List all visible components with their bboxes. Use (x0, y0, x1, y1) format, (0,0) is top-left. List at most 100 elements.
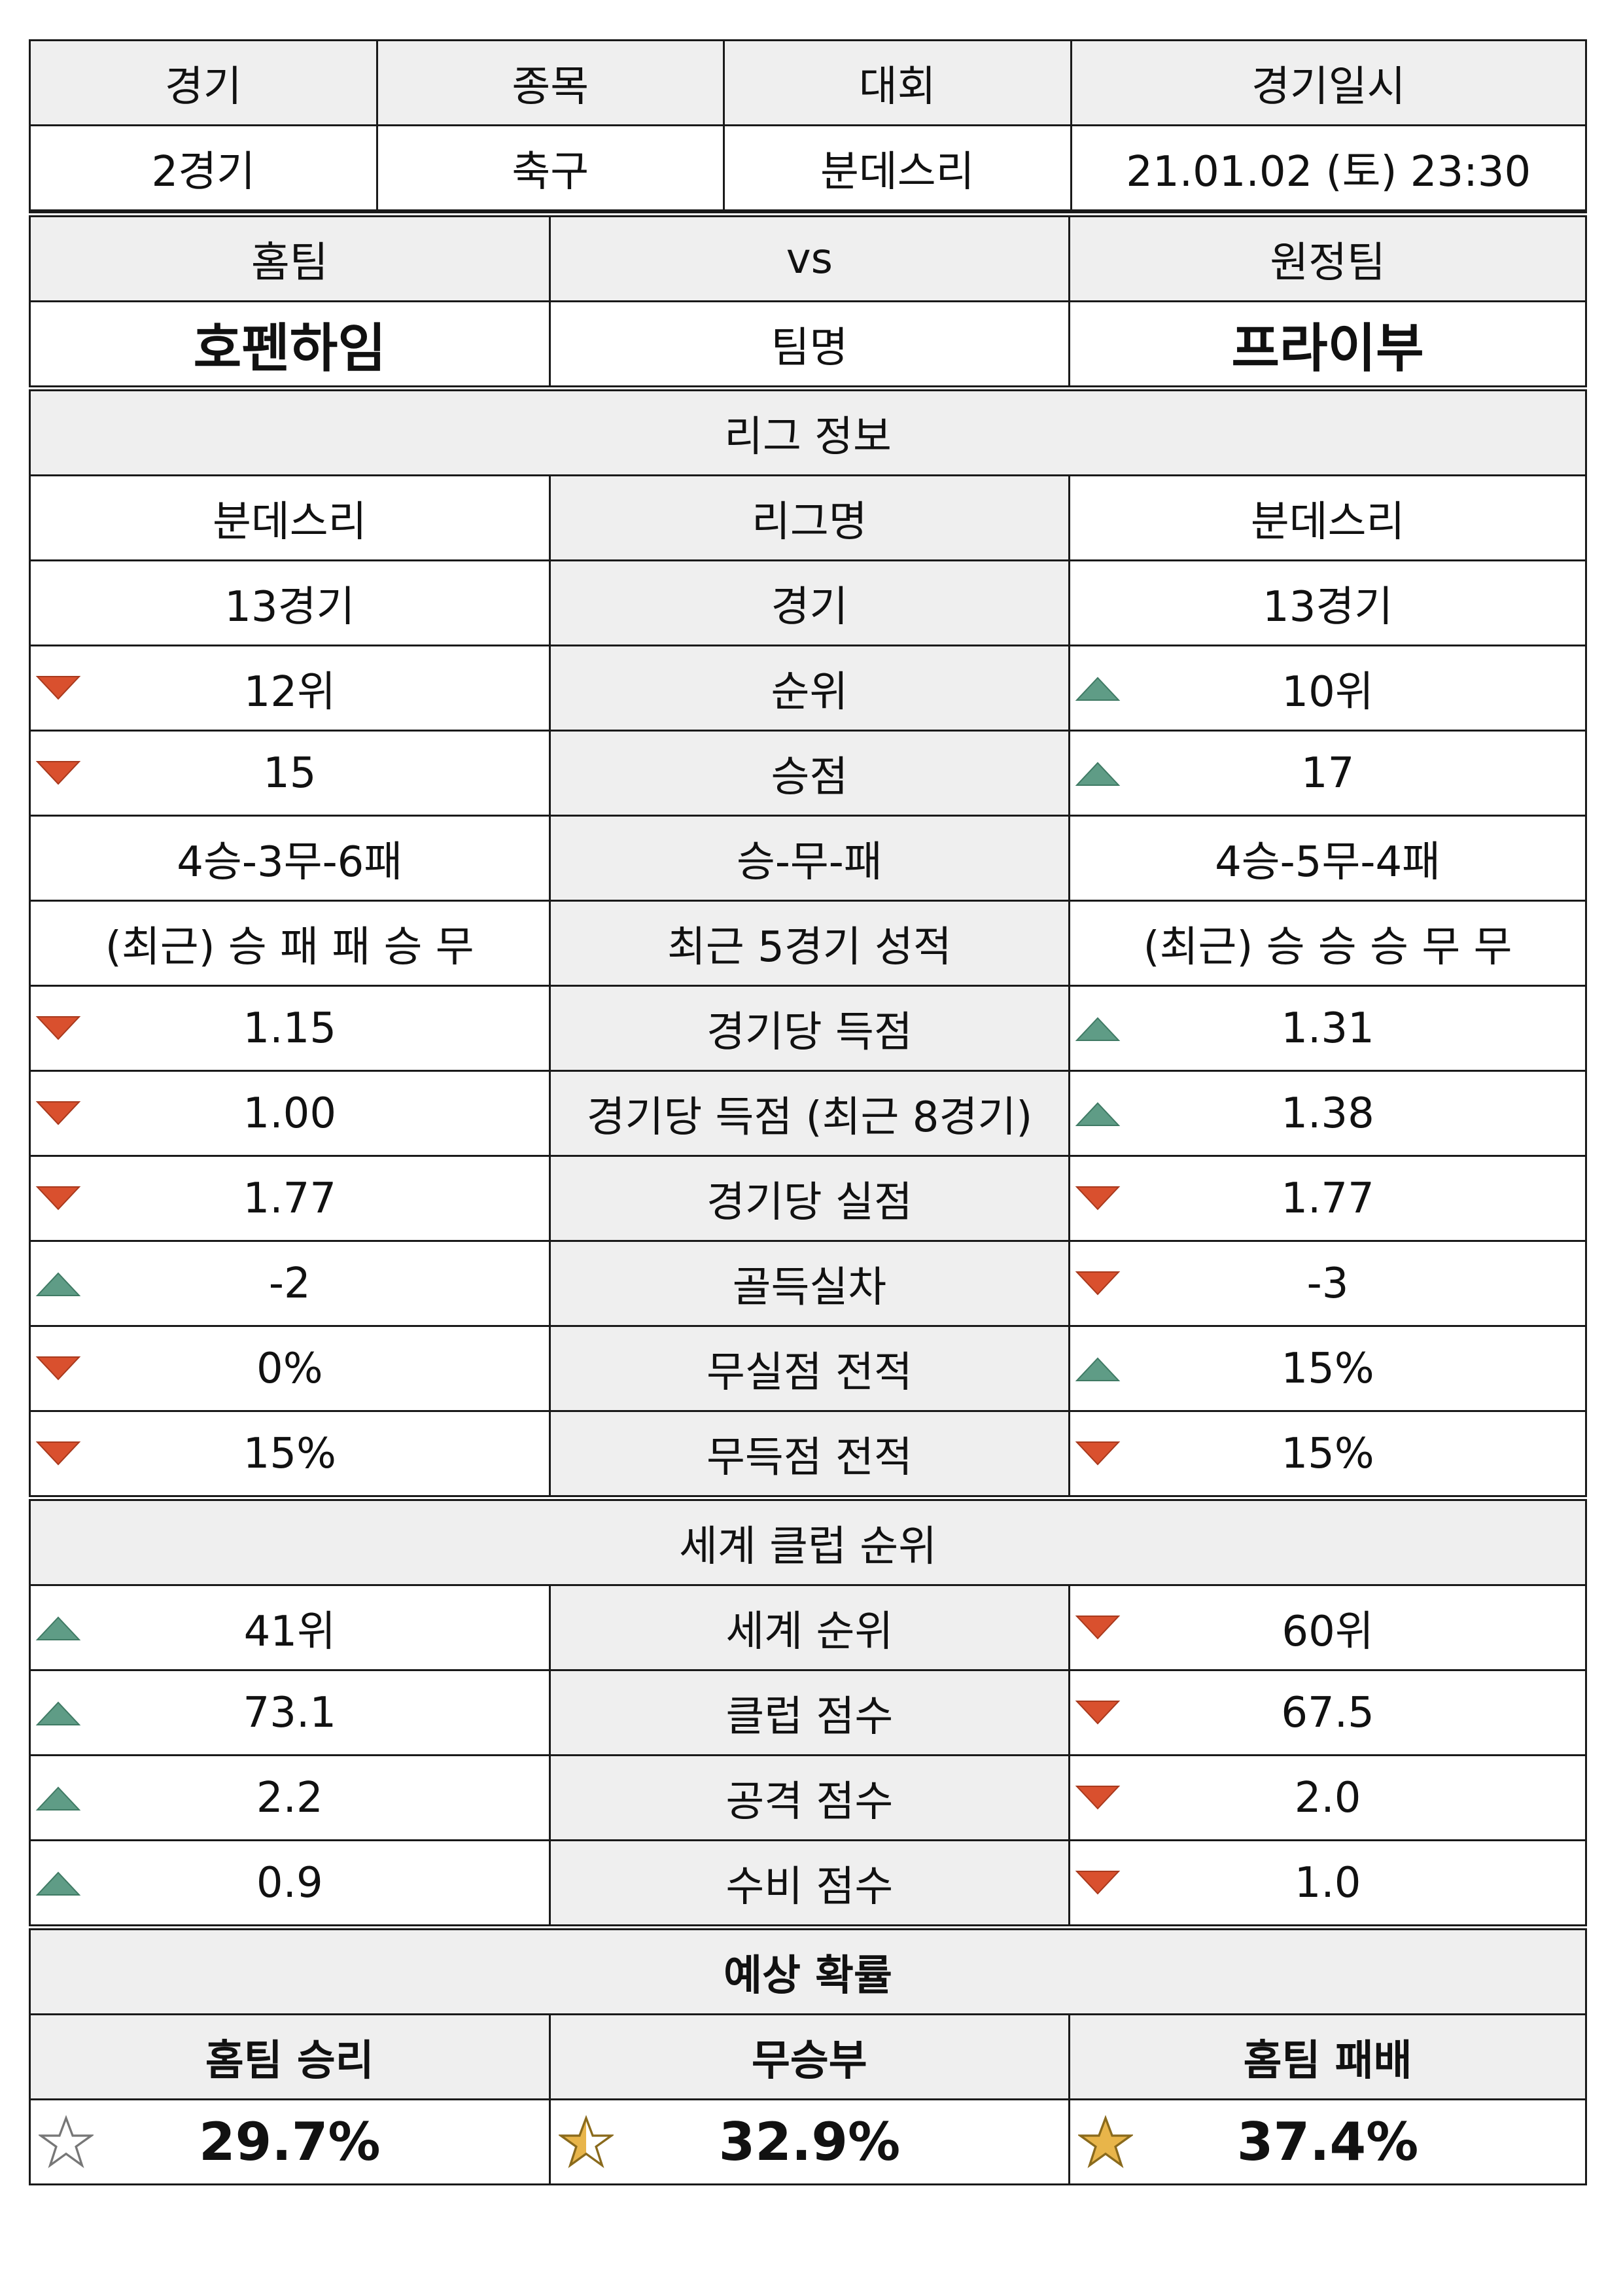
prediction-value-text: 29.7% (199, 2111, 381, 2172)
header-match: 경기 (29, 39, 378, 126)
league-row: 15% 무득점 전적 15% (29, 1410, 1587, 1499)
league-home-value-text: 분데스리 (213, 497, 367, 546)
league-home-value-text: 1.15 (243, 1004, 337, 1053)
league-label: 경기당 실점 (548, 1155, 1071, 1242)
world-home-value-text: 73.1 (243, 1688, 337, 1737)
prediction-label-row: 홈팀 승리 무승부 홈팀 패배 (29, 2013, 1587, 2100)
value-datetime: 21.01.02 (토) 23:30 (1070, 124, 1588, 211)
league-away-value-text: (최근) 승 승 승 무 무 (1143, 923, 1512, 972)
league-row: -2 골득실차 -3 (29, 1240, 1587, 1327)
league-label-text: 리그명 (752, 497, 867, 546)
league-away-value: 1.31 (1068, 985, 1587, 1072)
match-info-header-row: 경기 종목 대회 경기일시 (29, 39, 1588, 126)
league-label: 경기당 득점 (최근 8경기) (548, 1070, 1071, 1157)
world-section-row: 세계 클럽 순위 (29, 1495, 1587, 1586)
world-home-value-text: 2.2 (256, 1773, 323, 1822)
league-label: 골득실차 (548, 1240, 1071, 1327)
league-row: 4승-3무-6패 승-무-패 4승-5무-4패 (29, 815, 1587, 902)
league-home-value: 1.00 (29, 1070, 551, 1157)
league-away-value-text: 15% (1281, 1344, 1374, 1393)
world-away-value: 67.5 (1068, 1669, 1587, 1756)
team-name-row: 호펜하임 팀명 프라이부 (29, 300, 1587, 389)
league-label-text: 경기당 실점 (706, 1178, 913, 1227)
triangle-down-icon (35, 675, 81, 699)
league-label-text: 승-무-패 (736, 838, 882, 887)
triangle-up-icon (1075, 1102, 1121, 1126)
league-label: 승-무-패 (548, 815, 1071, 902)
home-team-name: 호펜하임 (29, 300, 551, 389)
league-away-value: 4승-5무-4패 (1068, 815, 1587, 902)
league-home-value: 분데스리 (29, 474, 551, 561)
world-label: 클럽 점수 (548, 1669, 1071, 1756)
empty-star-icon (39, 2114, 94, 2168)
league-away-value: 1.38 (1068, 1070, 1587, 1157)
world-home-value: 0.9 (29, 1839, 551, 1928)
league-row: 13경기 경기 13경기 (29, 559, 1587, 646)
league-label: 무실점 전적 (548, 1325, 1071, 1412)
world-away-value-text: 2.0 (1294, 1773, 1361, 1822)
triangle-up-icon (1075, 762, 1121, 786)
league-home-value-text: -2 (268, 1259, 311, 1308)
prediction-value-text: 37.4% (1236, 2111, 1419, 2172)
triangle-down-icon (35, 760, 81, 785)
triangle-down-icon (1075, 1700, 1121, 1724)
world-home-value-text: 0.9 (256, 1858, 323, 1907)
league-label: 최근 5경기 성적 (548, 900, 1071, 987)
league-home-value-text: 15% (243, 1429, 336, 1478)
vs-label: vs (548, 211, 1071, 302)
prediction-value-row: 29.7% 32.9% 37.4% (29, 2098, 1587, 2185)
league-away-value-text: 10위 (1282, 667, 1374, 716)
league-home-value-text: 15 (263, 749, 317, 798)
league-home-value: (최근) 승 패 패 승 무 (29, 900, 551, 987)
league-away-value: 17 (1068, 730, 1587, 817)
world-label-text: 공격 점수 (725, 1777, 894, 1826)
triangle-up-icon (35, 1272, 81, 1296)
league-label-text: 경기 (771, 582, 848, 631)
match-sheet: 경기 종목 대회 경기일시 2경기 축구 분데스리 21.01.02 (토) 2… (29, 39, 1588, 2185)
world-away-value-text: 60위 (1282, 1607, 1374, 1656)
triangle-up-icon (35, 1616, 81, 1640)
world-home-value: 73.1 (29, 1669, 551, 1756)
league-label: 경기당 득점 (548, 985, 1071, 1072)
match-info-value-row: 2경기 축구 분데스리 21.01.02 (토) 23:30 (29, 124, 1588, 211)
league-home-value-text: 13경기 (224, 582, 355, 631)
team-header-row: 홈팀 vs 원정팀 (29, 211, 1587, 302)
world-row: 73.1 클럽 점수 67.5 (29, 1669, 1587, 1756)
league-section-row: 리그 정보 (29, 385, 1587, 476)
league-row: 0% 무실점 전적 15% (29, 1325, 1587, 1412)
world-label-text: 수비 점수 (725, 1862, 894, 1911)
world-away-value: 2.0 (1068, 1754, 1587, 1841)
world-away-value-text: 1.0 (1294, 1858, 1361, 1907)
league-home-value: 15% (29, 1410, 551, 1499)
triangle-down-icon (35, 1441, 81, 1465)
league-label: 리그명 (548, 474, 1071, 561)
triangle-down-icon (1075, 1615, 1121, 1639)
league-away-value-text: -3 (1306, 1259, 1349, 1308)
value-league: 분데스리 (723, 124, 1072, 211)
world-row: 0.9 수비 점수 1.0 (29, 1839, 1587, 1928)
league-row: 분데스리 리그명 분데스리 (29, 474, 1587, 561)
league-home-value-text: 0% (256, 1344, 323, 1393)
league-away-value-text: 1.31 (1281, 1004, 1374, 1053)
triangle-down-icon (1075, 1186, 1121, 1210)
league-home-value: 15 (29, 730, 551, 817)
league-label: 경기 (548, 559, 1071, 646)
league-row: 1.77 경기당 실점 1.77 (29, 1155, 1587, 1242)
triangle-down-icon (1075, 1271, 1121, 1295)
triangle-up-icon (35, 1786, 81, 1810)
world-label: 세계 순위 (548, 1584, 1071, 1671)
league-away-value-text: 1.38 (1281, 1089, 1374, 1138)
world-row: 2.2 공격 점수 2.0 (29, 1754, 1587, 1841)
league-away-value: 15% (1068, 1410, 1587, 1499)
league-home-value: 13경기 (29, 559, 551, 646)
prediction-section-title: 예상 확률 (29, 1924, 1587, 2015)
league-label-text: 최근 5경기 성적 (667, 923, 952, 972)
league-home-value-text: 1.77 (243, 1174, 337, 1223)
league-label: 승점 (548, 730, 1071, 817)
triangle-down-icon (1075, 1785, 1121, 1809)
world-section-title: 세계 클럽 순위 (29, 1495, 1587, 1586)
league-home-value: 4승-3무-6패 (29, 815, 551, 902)
triangle-up-icon (1075, 1357, 1121, 1381)
league-label-text: 무실점 전적 (706, 1348, 913, 1397)
league-row: 1.15 경기당 득점 1.31 (29, 985, 1587, 1072)
